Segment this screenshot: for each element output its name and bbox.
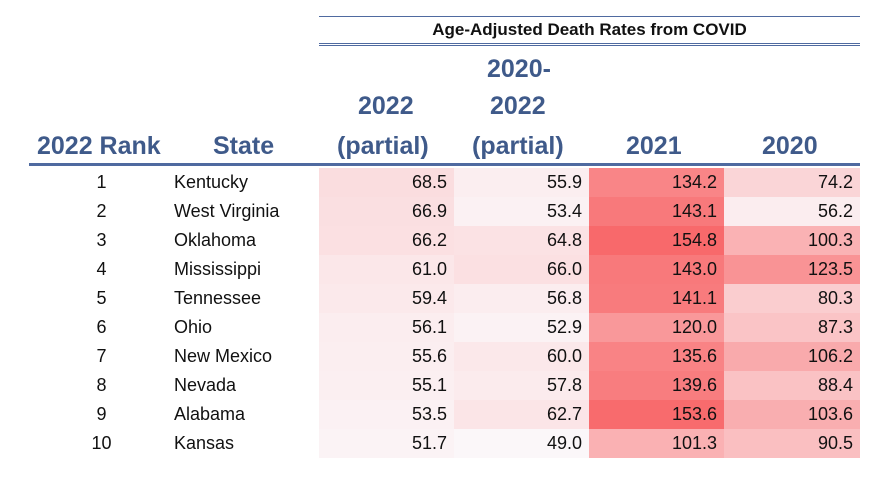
rate-cell-p2022: 66.2 [319, 226, 454, 255]
rate-cell-p2022: 68.5 [319, 168, 454, 197]
rank-cell: 3 [96, 230, 107, 250]
state-cell: Mississippi [174, 259, 262, 279]
rate-cell-p20202022: 57.8 [454, 371, 589, 400]
header-range-line1: 2020- [487, 55, 551, 83]
state-cell: Alabama [174, 404, 246, 424]
rate-cell-p2022: 61.0 [319, 255, 454, 284]
header-2021: 2021 [626, 132, 682, 160]
state-cell: Kansas [174, 433, 235, 453]
rate-cell-y2020: 80.3 [724, 284, 860, 313]
table-row: 6 Ohio 56.1 52.9 120.0 87.3 [29, 313, 860, 342]
table-row: 9 Alabama 53.5 62.7 153.6 103.6 [29, 400, 860, 429]
rate-cell-p2022: 56.1 [319, 313, 454, 342]
rate-cell-p20202022: 49.0 [454, 429, 589, 458]
rate-cell-p20202022: 64.8 [454, 226, 589, 255]
rate-cell-y2021: 134.2 [589, 168, 724, 197]
rate-cell-y2020: 88.4 [724, 371, 860, 400]
rank-cell: 4 [96, 259, 107, 279]
rank-cell: 2 [96, 201, 107, 221]
header-rank: 2022 Rank [37, 132, 161, 160]
rank-cell: 1 [96, 172, 107, 192]
rank-cell: 10 [91, 433, 112, 453]
state-cell: Nevada [174, 375, 237, 395]
rank-cell: 7 [96, 346, 107, 366]
table-row: 7 New Mexico 55.6 60.0 135.6 106.2 [29, 342, 860, 371]
state-cell: Oklahoma [174, 230, 257, 250]
rate-cell-p20202022: 53.4 [454, 197, 589, 226]
rate-cell-p2022: 66.9 [319, 197, 454, 226]
rank-cell: 6 [96, 317, 107, 337]
header-2022-partial-line1: 2022 [358, 92, 414, 120]
table-row: 1 Kentucky 68.5 55.9 134.2 74.2 [29, 168, 860, 197]
rate-cell-y2021: 135.6 [589, 342, 724, 371]
state-cell: West Virginia [174, 201, 280, 221]
rate-cell-p2022: 59.4 [319, 284, 454, 313]
rate-cell-p2022: 55.1 [319, 371, 454, 400]
rate-cell-y2021: 101.3 [589, 429, 724, 458]
rate-cell-p2022: 53.5 [319, 400, 454, 429]
rate-cell-p2022: 51.7 [319, 429, 454, 458]
super-header: Age-Adjusted Death Rates from COVID [319, 16, 860, 46]
rate-cell-y2020: 100.3 [724, 226, 860, 255]
table-row: 4 Mississippi 61.0 66.0 143.0 123.5 [29, 255, 860, 284]
state-cell: Tennessee [174, 288, 262, 308]
table-row: 3 Oklahoma 66.2 64.8 154.8 100.3 [29, 226, 860, 255]
table-row: 2 West Virginia 66.9 53.4 143.1 56.2 [29, 197, 860, 226]
state-cell: Kentucky [174, 172, 249, 192]
rate-cell-y2021: 141.1 [589, 284, 724, 313]
rate-cell-p20202022: 56.8 [454, 284, 589, 313]
table-row: 10 Kansas 51.7 49.0 101.3 90.5 [29, 429, 860, 458]
header-2022-partial-line2: (partial) [337, 132, 429, 160]
rate-cell-y2020: 103.6 [724, 400, 860, 429]
rate-cell-y2021: 153.6 [589, 400, 724, 429]
rate-cell-p20202022: 60.0 [454, 342, 589, 371]
rate-cell-y2020: 123.5 [724, 255, 860, 284]
rate-cell-y2021: 120.0 [589, 313, 724, 342]
state-cell: New Mexico [174, 346, 273, 366]
header-state: State [213, 132, 275, 160]
table-row: 8 Nevada 55.1 57.8 139.6 88.4 [29, 371, 860, 400]
rate-cell-p20202022: 62.7 [454, 400, 589, 429]
rank-cell: 8 [96, 375, 107, 395]
rate-cell-y2021: 143.0 [589, 255, 724, 284]
rate-cell-p20202022: 66.0 [454, 255, 589, 284]
rank-cell: 5 [96, 288, 107, 308]
rate-cell-y2021: 143.1 [589, 197, 724, 226]
rate-cell-y2021: 139.6 [589, 371, 724, 400]
rate-cell-y2020: 106.2 [724, 342, 860, 371]
rate-cell-p2022: 55.6 [319, 342, 454, 371]
rate-cell-p20202022: 52.9 [454, 313, 589, 342]
header-range-line2: 2022 [490, 92, 546, 120]
rate-cell-y2020: 56.2 [724, 197, 860, 226]
rate-cell-y2021: 154.8 [589, 226, 724, 255]
rate-cell-y2020: 90.5 [724, 429, 860, 458]
rate-cell-p20202022: 55.9 [454, 168, 589, 197]
rate-cell-y2020: 74.2 [724, 168, 860, 197]
table-row: 5 Tennessee 59.4 56.8 141.1 80.3 [29, 284, 860, 313]
rate-cell-y2020: 87.3 [724, 313, 860, 342]
header-rule [29, 163, 860, 166]
header-range-line3: (partial) [472, 132, 564, 160]
rank-cell: 9 [96, 404, 107, 424]
header-2020: 2020 [762, 132, 818, 160]
state-cell: Ohio [174, 317, 213, 337]
